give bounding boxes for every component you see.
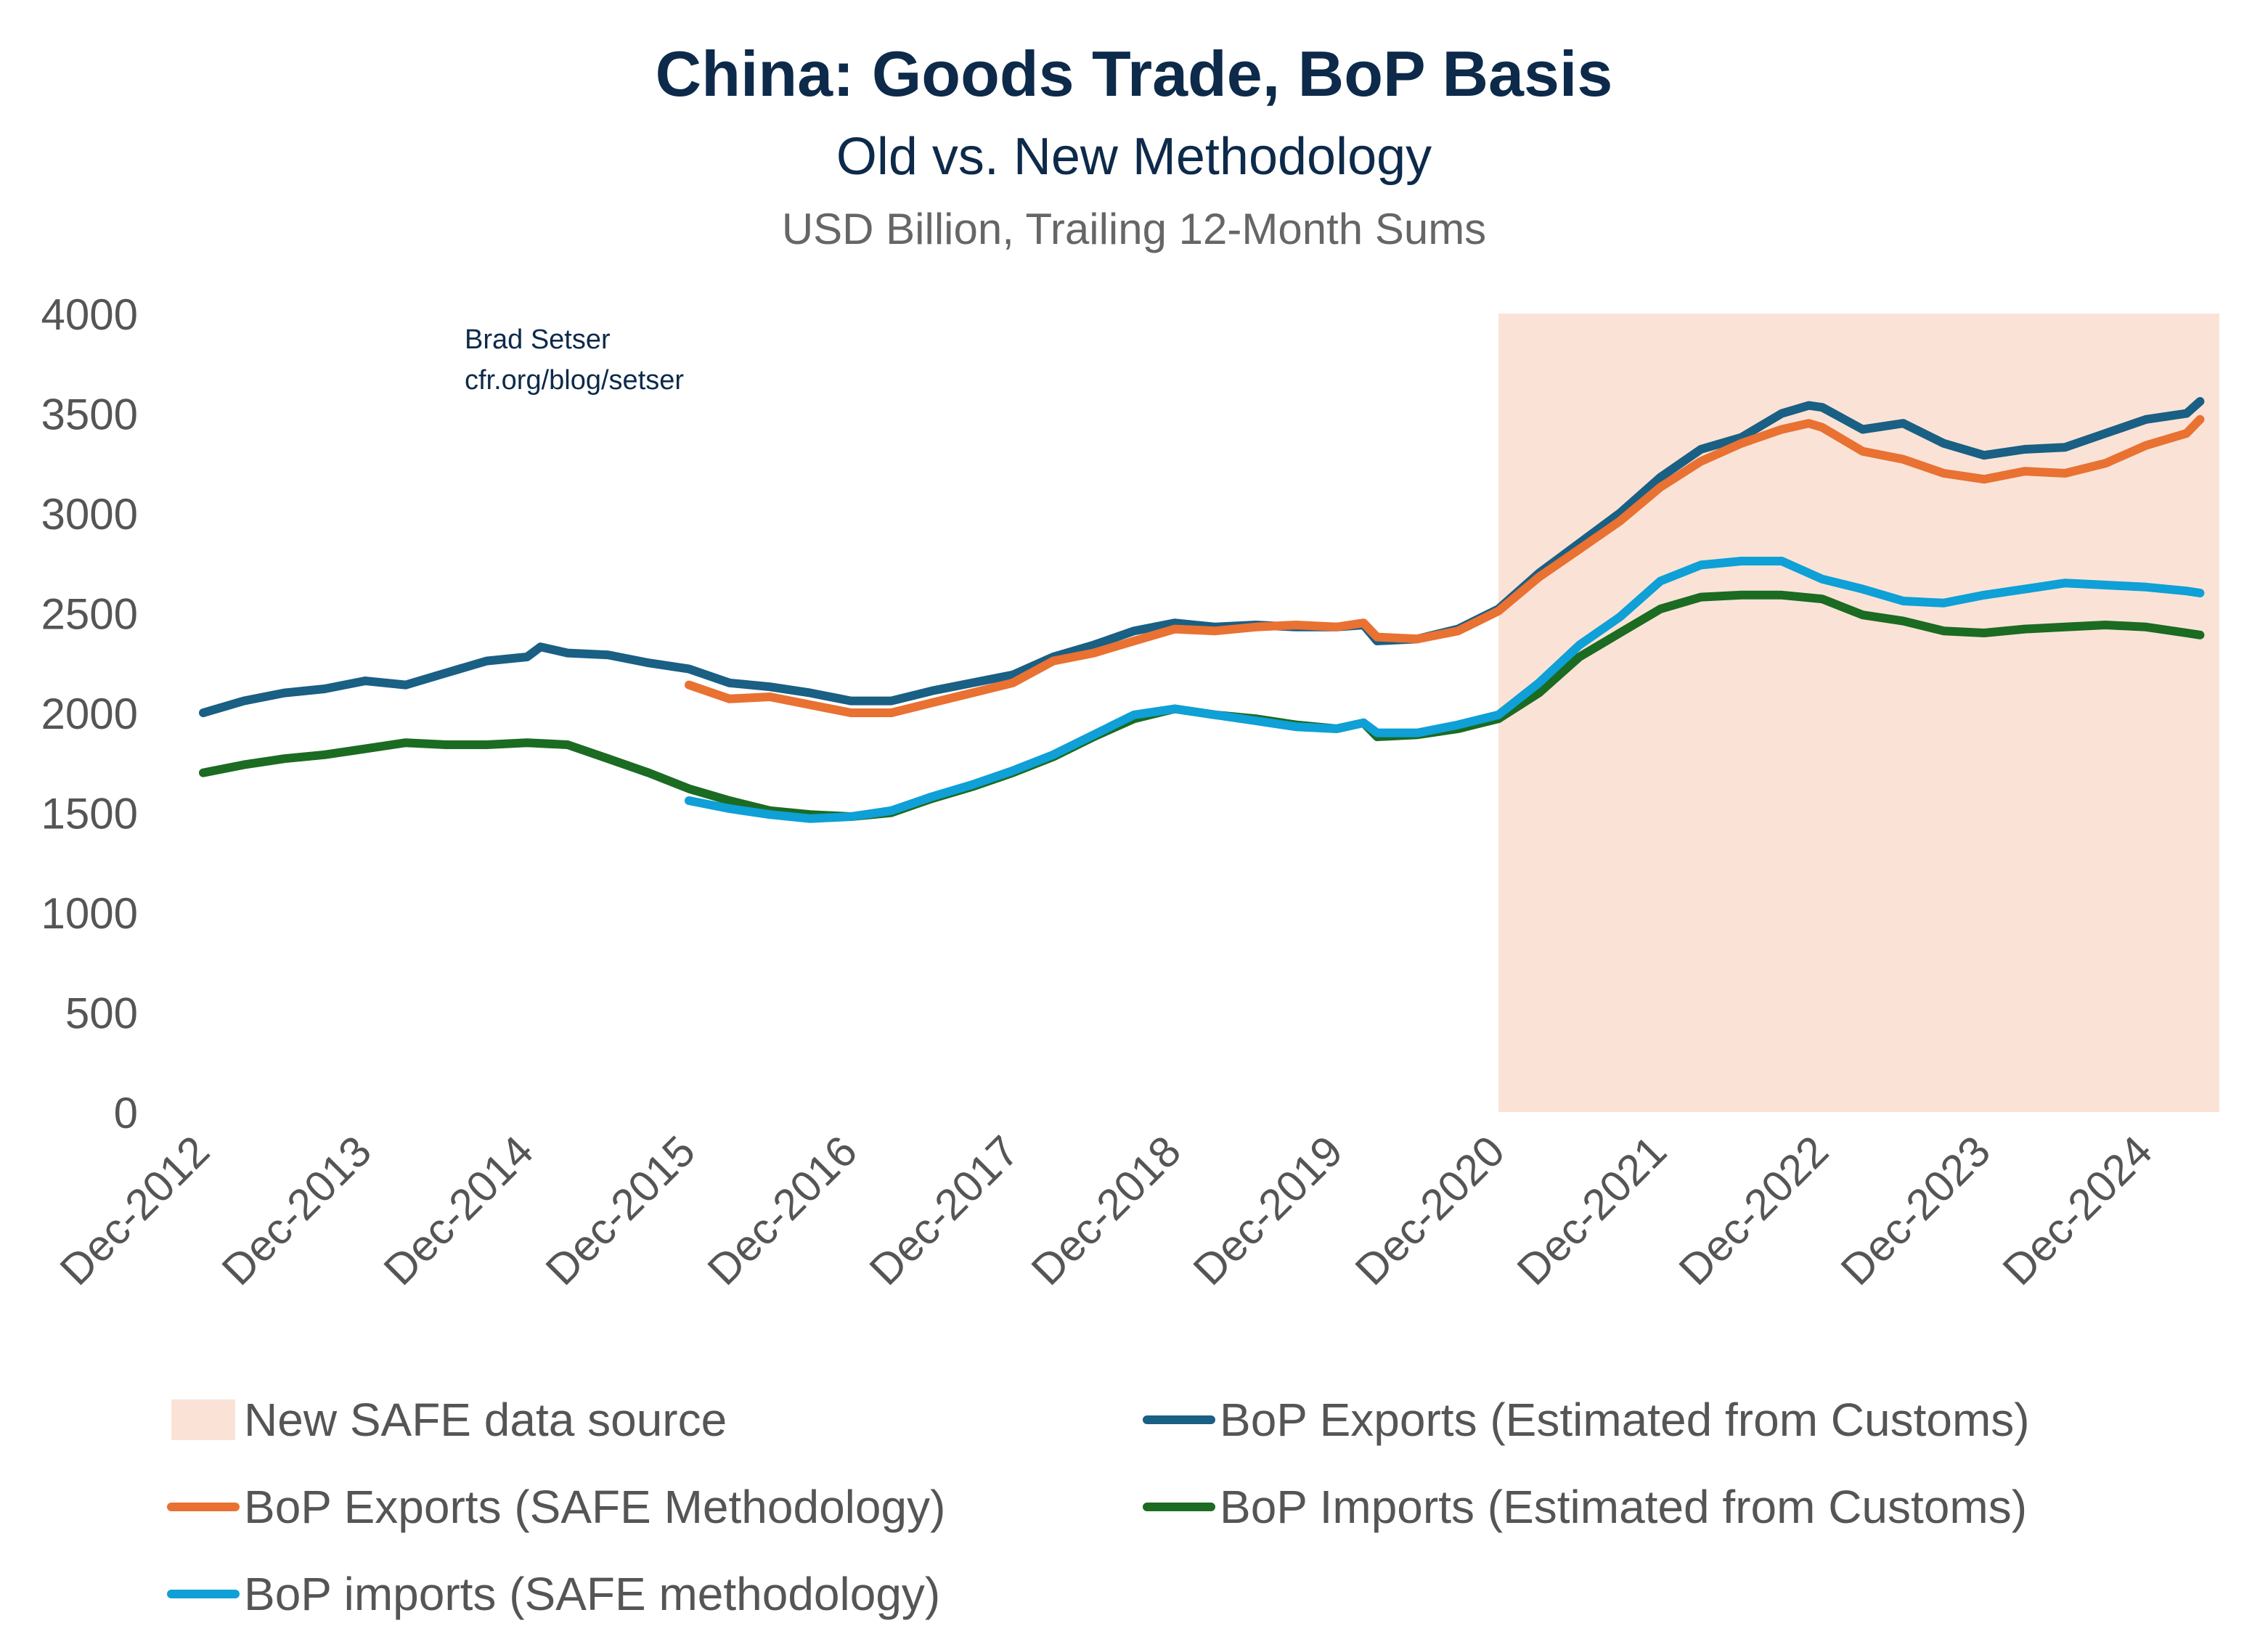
x-tick-label: Dec-2012 bbox=[51, 1127, 219, 1294]
y-tick-label: 0 bbox=[114, 1089, 138, 1137]
y-tick-label: 3000 bbox=[41, 490, 138, 539]
chart-title: China: Goods Trade, BoP Basis bbox=[656, 38, 1613, 110]
legend-label: BoP Exports (SAFE Methodology) bbox=[244, 1481, 945, 1533]
attribution-name: Brad Setser bbox=[465, 324, 611, 355]
legend-label: BoP Imports (Estimated from Customs) bbox=[1220, 1481, 2027, 1533]
series-line-4 bbox=[685, 557, 2205, 823]
y-tick-label: 500 bbox=[65, 989, 138, 1038]
legend-item: BoP Exports (SAFE Methodology) bbox=[167, 1481, 945, 1533]
legend-label: BoP imports (SAFE methodology) bbox=[244, 1568, 940, 1620]
x-tick-label: Dec-2014 bbox=[375, 1127, 542, 1294]
y-tick-label: 3500 bbox=[41, 391, 138, 439]
legend-item: BoP Exports (Estimated from Customs) bbox=[1143, 1394, 2030, 1446]
x-tick-label: Dec-2018 bbox=[1022, 1127, 1190, 1294]
series-line-2 bbox=[685, 414, 2205, 717]
y-tick-label: 4000 bbox=[41, 290, 138, 339]
x-tick-label: Dec-2019 bbox=[1184, 1127, 1352, 1294]
x-tick-label: Dec-2023 bbox=[1832, 1127, 1999, 1294]
legend-item: BoP Imports (Estimated from Customs) bbox=[1143, 1481, 2027, 1533]
legend-item: New SAFE data source bbox=[171, 1394, 727, 1446]
x-tick-label: Dec-2016 bbox=[698, 1127, 866, 1294]
x-tick-label: Dec-2022 bbox=[1670, 1127, 1837, 1294]
x-tick-label: Dec-2024 bbox=[1994, 1127, 2161, 1294]
legend-item: BoP imports (SAFE methodology) bbox=[167, 1568, 940, 1620]
chart-subtitle: Old vs. New Methodology bbox=[836, 128, 1432, 186]
x-tick-label: Dec-2015 bbox=[537, 1127, 704, 1294]
attribution-url: cfr.org/blog/setser bbox=[465, 365, 684, 396]
y-tick-label: 2500 bbox=[41, 590, 138, 639]
chart-units: USD Billion, Trailing 12-Month Sums bbox=[782, 205, 1486, 253]
x-tick-label: Dec-2013 bbox=[213, 1127, 380, 1294]
legend-label: BoP Exports (Estimated from Customs) bbox=[1220, 1394, 2030, 1446]
legend-label: New SAFE data source bbox=[244, 1394, 727, 1446]
legend-swatch bbox=[171, 1399, 235, 1440]
y-tick-label: 1500 bbox=[41, 790, 138, 838]
x-tick-label: Dec-2017 bbox=[860, 1127, 1028, 1294]
y-tick-label: 2000 bbox=[41, 690, 138, 738]
y-tick-label: 1000 bbox=[41, 889, 138, 938]
x-tick-label: Dec-2020 bbox=[1346, 1127, 1514, 1294]
x-tick-label: Dec-2021 bbox=[1508, 1127, 1676, 1294]
